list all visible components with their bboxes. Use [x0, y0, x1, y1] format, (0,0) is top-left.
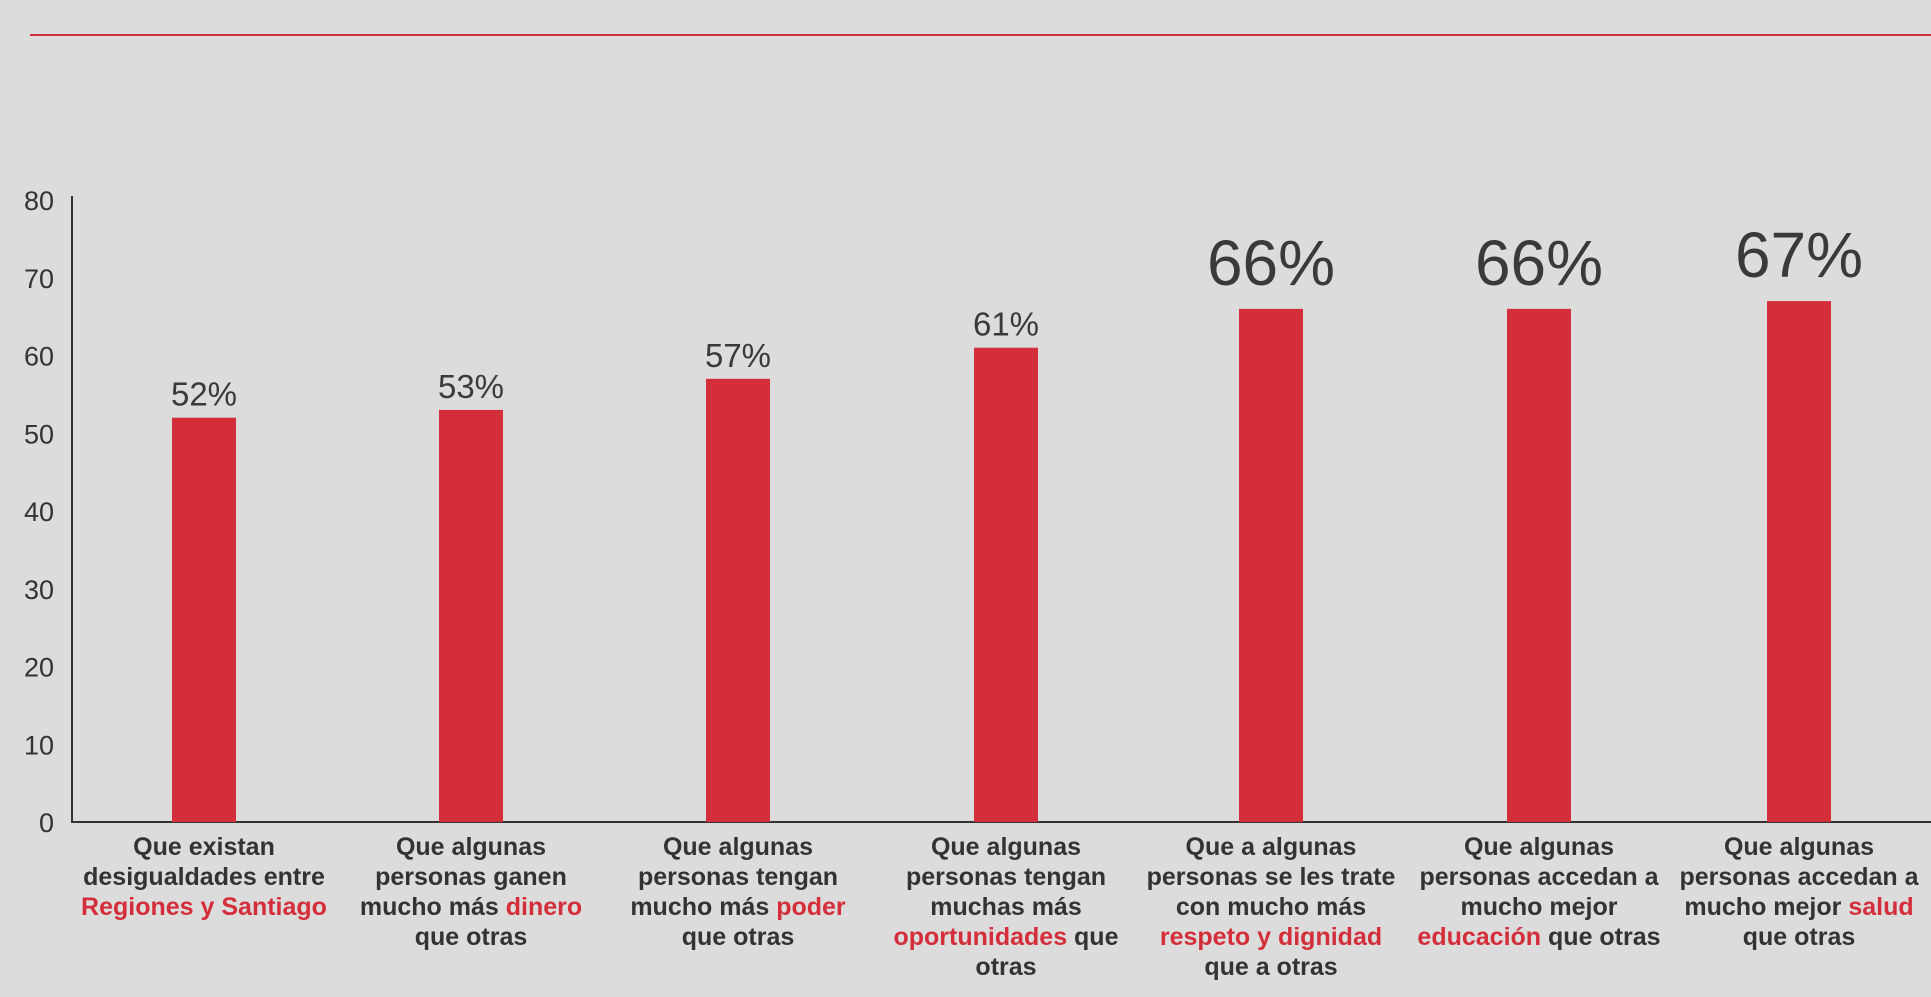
label-text: Que algunas personas accedan a mucho mej…: [1419, 833, 1659, 921]
y-tick-label: 0: [39, 808, 54, 838]
label-text: que otras: [414, 923, 528, 951]
highlighted-text: poder: [776, 893, 846, 921]
x-tick-label: Que algunas personas accedan a mucho mej…: [1414, 832, 1664, 952]
y-tick-label: 20: [24, 653, 54, 683]
bars: [172, 301, 1831, 823]
data-label: 66%: [1207, 227, 1335, 299]
data-labels: 52% 53% 57% 61% 66% 66% 67%: [171, 219, 1863, 413]
label-text: Que algunas personas ganen mucho más: [359, 833, 567, 921]
highlighted-text: oportunidades: [893, 923, 1068, 951]
highlighted-text: Regiones y Santiago: [81, 893, 327, 921]
y-tick-label: 70: [24, 264, 54, 294]
bar: [1507, 308, 1571, 823]
label-text: que otras: [1742, 923, 1856, 951]
data-label: 57%: [705, 337, 771, 374]
label-text: Que algunas personas tengan mucho más: [630, 833, 839, 921]
bar: [439, 409, 503, 822]
y-tick-label: 50: [24, 419, 54, 449]
y-tick-label: 30: [24, 575, 54, 605]
x-tick-label: Que algunas personas accedan a mucho mej…: [1674, 832, 1924, 952]
y-tick-label: 10: [24, 730, 54, 760]
highlighted-text: educación: [1417, 923, 1542, 951]
label-text: Que existan desigualdades entre: [83, 833, 325, 891]
x-tick-label: Que existan desigualdades entre Regiones…: [79, 832, 329, 922]
bar: [1239, 308, 1303, 823]
label-text: Que a algunas personas se les trate con …: [1146, 833, 1396, 921]
bar: [172, 417, 236, 822]
label-text: que otras: [1541, 923, 1661, 951]
data-label: 52%: [171, 376, 237, 413]
y-tick-label: 40: [24, 497, 54, 527]
x-tick-label: Que algunas personas tengan mucho más po…: [613, 832, 863, 952]
x-tick-label: Que algunas personas tengan muchas más o…: [881, 832, 1131, 982]
label-text: Que algunas personas tengan muchas más: [905, 833, 1107, 921]
y-tick-label: 60: [24, 342, 54, 372]
bar: [1767, 301, 1831, 822]
label-text: que a otras: [1204, 953, 1338, 981]
bar: [974, 347, 1038, 822]
y-tick-label: 80: [24, 186, 54, 216]
bar: [706, 378, 770, 822]
highlighted-text: respeto y dignidad: [1159, 923, 1383, 951]
data-label: 67%: [1735, 219, 1863, 291]
label-text: Que algunas personas accedan a mucho mej…: [1679, 833, 1919, 921]
highlighted-text: dinero: [505, 893, 583, 921]
data-label: 53%: [438, 368, 504, 405]
data-label: 66%: [1475, 227, 1603, 299]
label-text: que otras: [681, 923, 795, 951]
x-tick-label: Que a algunas personas se les trate con …: [1146, 832, 1396, 982]
highlighted-text: salud: [1848, 893, 1914, 921]
label-text: que otras: [975, 923, 1119, 981]
x-tick-label: Que algunas personas ganen mucho más din…: [346, 832, 596, 952]
data-label: 61%: [973, 306, 1039, 343]
